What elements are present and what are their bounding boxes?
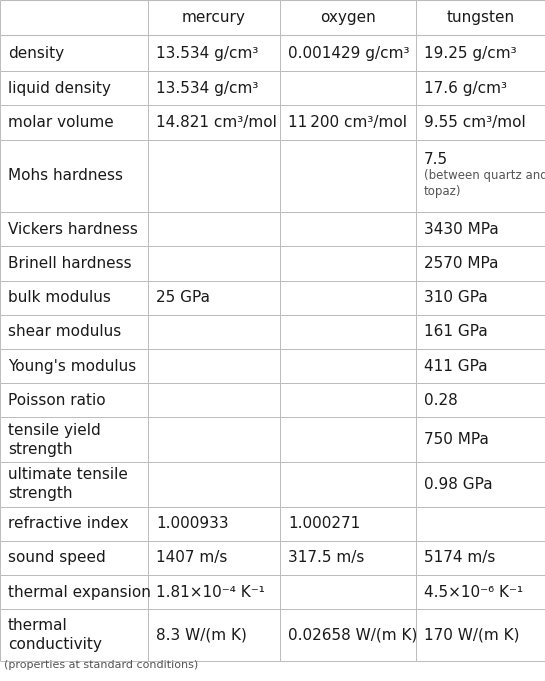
Text: 25 GPa: 25 GPa [156,290,210,305]
Text: 19.25 g/cm³: 19.25 g/cm³ [424,46,517,61]
Text: 1.000271: 1.000271 [288,516,360,531]
Text: 13.534 g/cm³: 13.534 g/cm³ [156,81,258,96]
Text: 3430 MPa: 3430 MPa [424,222,499,237]
Text: shear modulus: shear modulus [8,324,121,339]
Text: 750 MPa: 750 MPa [424,432,489,447]
Text: 1407 m/s: 1407 m/s [156,550,227,565]
Text: tungsten: tungsten [446,10,514,25]
Text: Brinell hardness: Brinell hardness [8,256,132,271]
Text: 14.821 cm³/mol: 14.821 cm³/mol [156,115,277,130]
Text: 13.534 g/cm³: 13.534 g/cm³ [156,46,258,61]
Text: (properties at standard conditions): (properties at standard conditions) [4,660,198,670]
Text: density: density [8,46,64,61]
Text: mercury: mercury [182,10,246,25]
Text: tensile yield
strength: tensile yield strength [8,423,101,456]
Text: 411 GPa: 411 GPa [424,359,488,374]
Text: 9.55 cm³/mol: 9.55 cm³/mol [424,115,526,130]
Text: molar volume: molar volume [8,115,114,130]
Text: Mohs hardness: Mohs hardness [8,168,123,183]
Text: 1.81×10⁻⁴ K⁻¹: 1.81×10⁻⁴ K⁻¹ [156,584,265,599]
Text: 11 200 cm³/mol: 11 200 cm³/mol [288,115,407,130]
Text: 0.98 GPa: 0.98 GPa [424,477,493,492]
Text: (between quartz and
topaz): (between quartz and topaz) [424,169,545,197]
Text: 1.000933: 1.000933 [156,516,228,531]
Text: sound speed: sound speed [8,550,106,565]
Text: liquid density: liquid density [8,81,111,96]
Text: 8.3 W/(m K): 8.3 W/(m K) [156,628,247,643]
Text: 170 W/(m K): 170 W/(m K) [424,628,519,643]
Text: Poisson ratio: Poisson ratio [8,393,106,408]
Text: refractive index: refractive index [8,516,129,531]
Text: 7.5: 7.5 [424,152,448,167]
Text: thermal expansion: thermal expansion [8,584,151,599]
Text: Young's modulus: Young's modulus [8,359,136,374]
Text: 0.02658 W/(m K): 0.02658 W/(m K) [288,628,417,643]
Text: 4.5×10⁻⁶ K⁻¹: 4.5×10⁻⁶ K⁻¹ [424,584,523,599]
Text: 17.6 g/cm³: 17.6 g/cm³ [424,81,507,96]
Text: thermal
conductivity: thermal conductivity [8,618,102,652]
Text: 310 GPa: 310 GPa [424,290,488,305]
Text: ultimate tensile
strength: ultimate tensile strength [8,467,128,501]
Text: 0.001429 g/cm³: 0.001429 g/cm³ [288,46,409,61]
Text: 0.28: 0.28 [424,393,458,408]
Text: oxygen: oxygen [320,10,376,25]
Text: 2570 MPa: 2570 MPa [424,256,499,271]
Text: Vickers hardness: Vickers hardness [8,222,138,237]
Text: 161 GPa: 161 GPa [424,324,488,339]
Text: 5174 m/s: 5174 m/s [424,550,495,565]
Text: 317.5 m/s: 317.5 m/s [288,550,365,565]
Text: bulk modulus: bulk modulus [8,290,111,305]
